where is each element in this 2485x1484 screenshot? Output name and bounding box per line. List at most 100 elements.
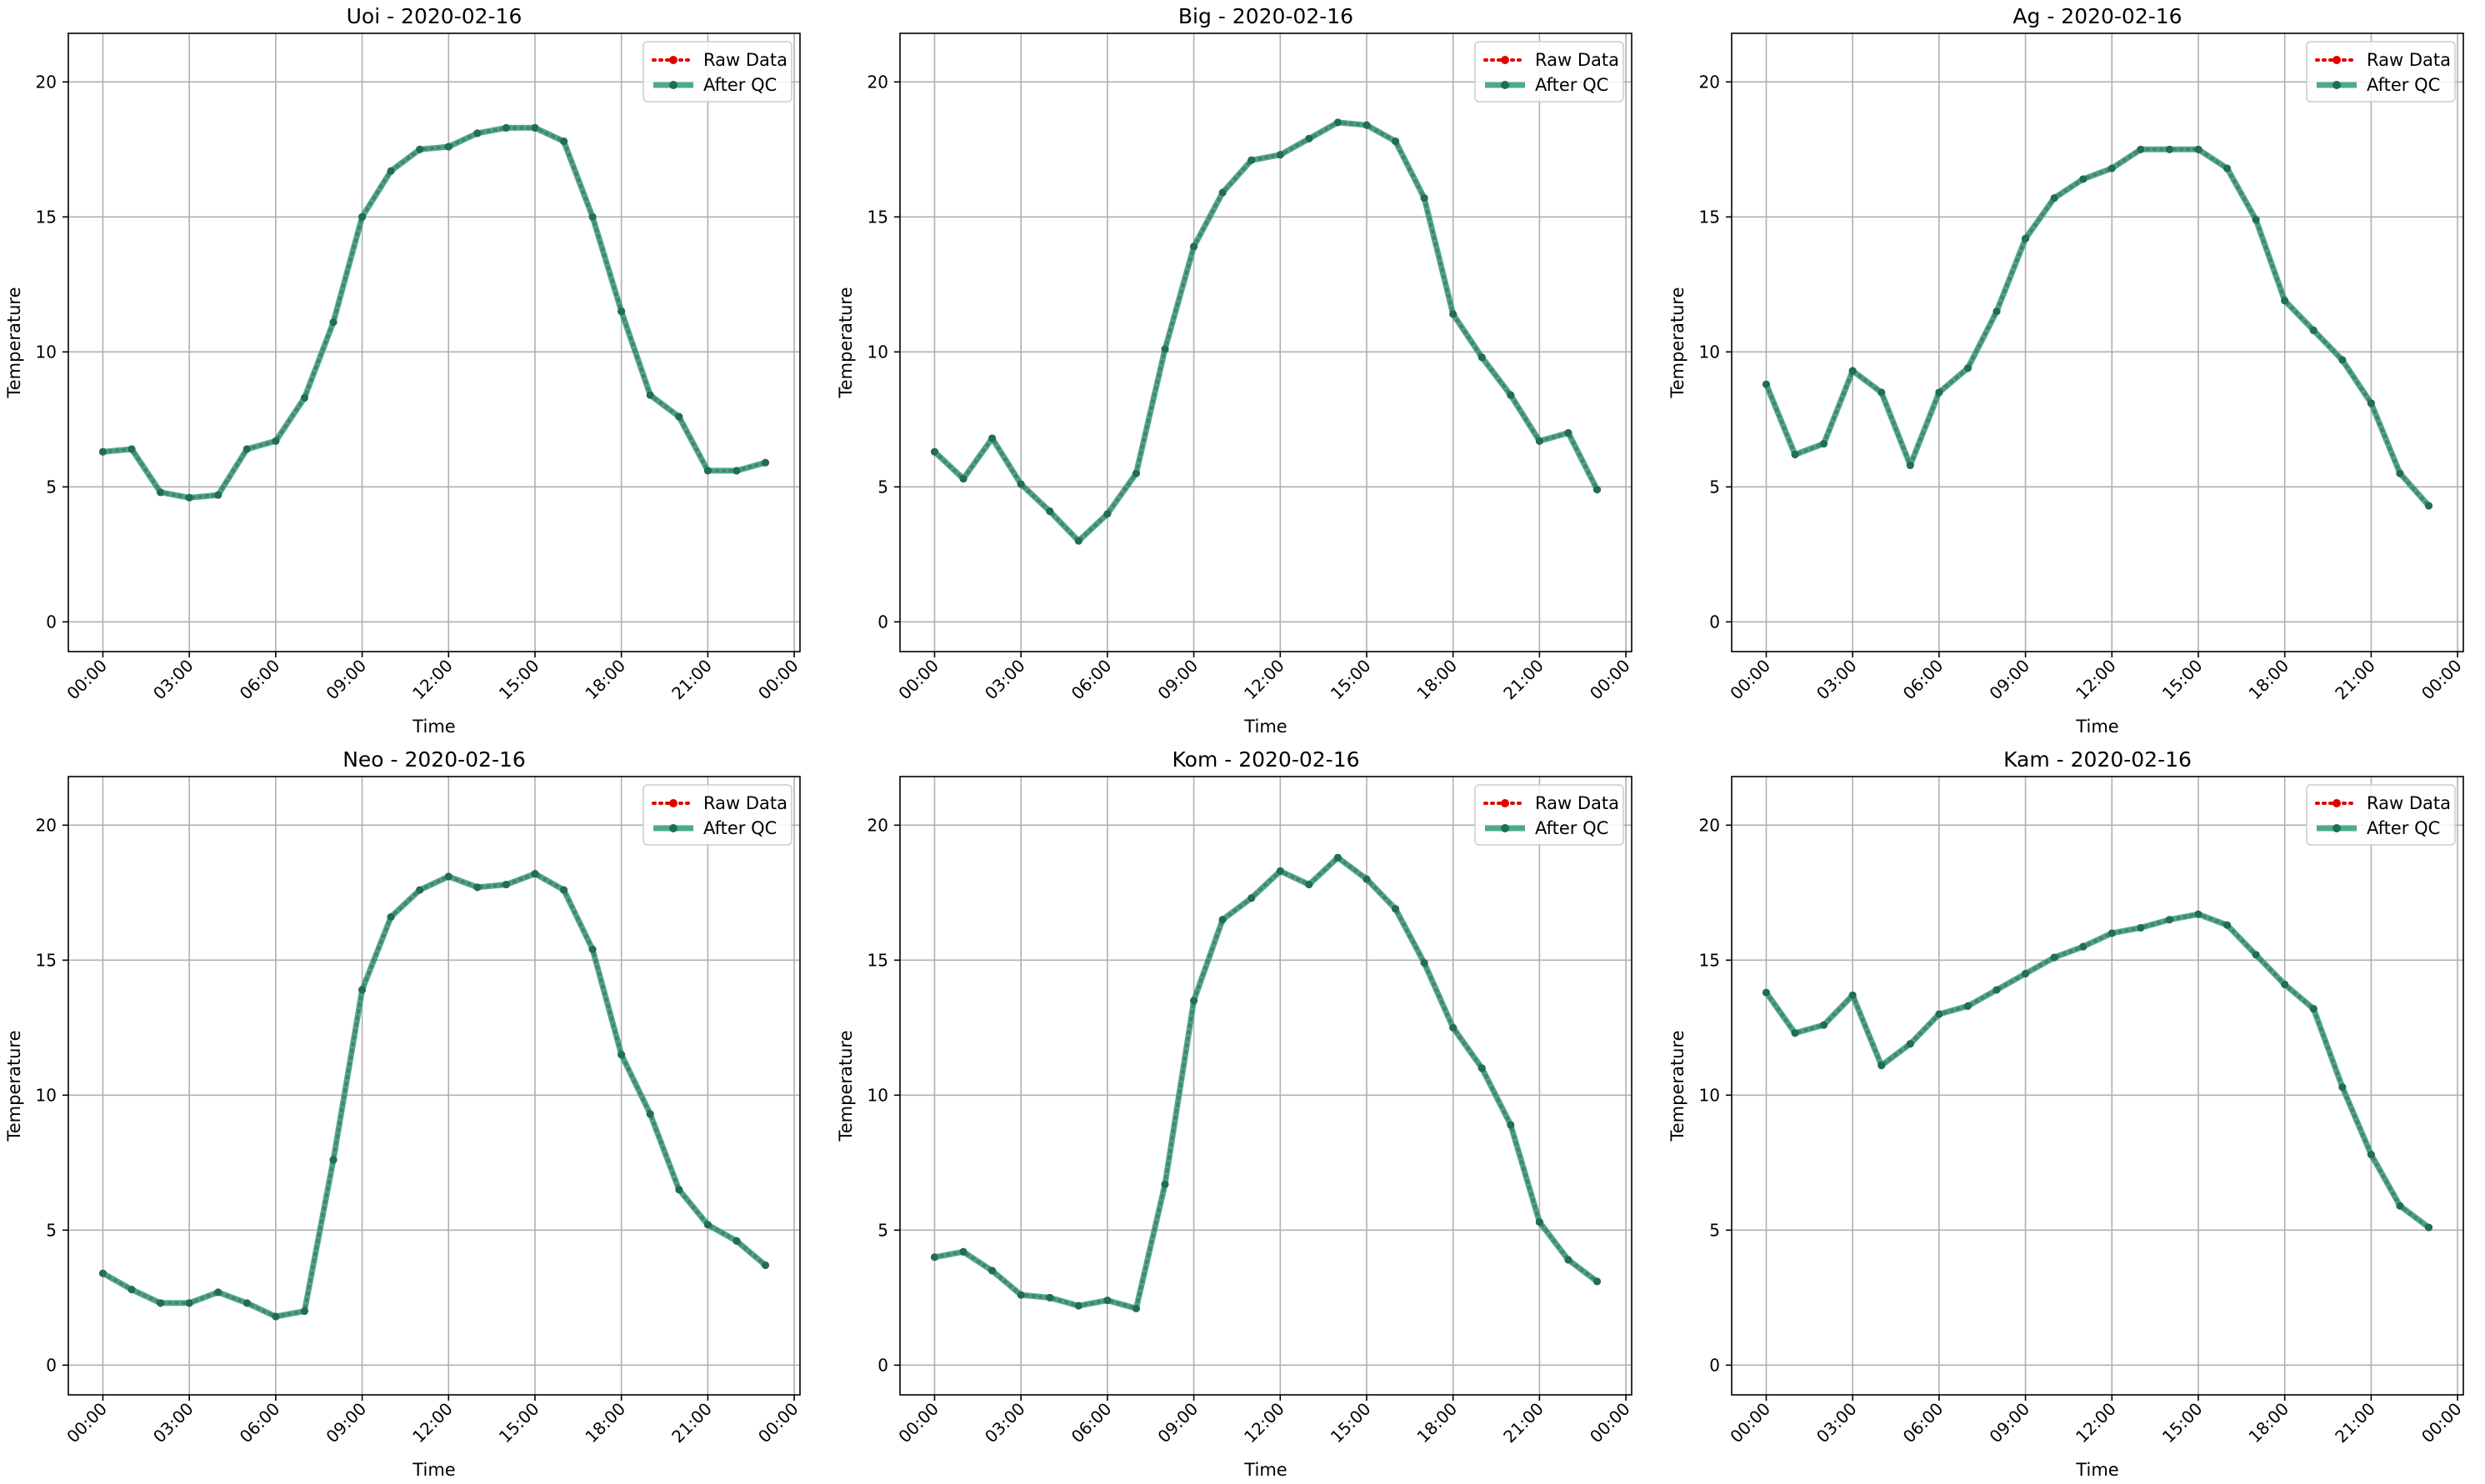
- legend-raw-marker: [2332, 799, 2341, 807]
- x-tick-label: 15:00: [495, 656, 543, 704]
- after-qc-point: [1362, 875, 1371, 883]
- chart-title: Uoi - 2020-02-16: [347, 4, 522, 28]
- after-qc-point: [675, 412, 683, 421]
- after-qc-point: [2281, 297, 2289, 305]
- after-qc-point: [1507, 1121, 1515, 1129]
- after-qc-point: [930, 447, 938, 456]
- legend-qc-label: After QC: [703, 818, 777, 838]
- y-tick-label: 20: [1699, 815, 1720, 835]
- after-qc-point: [2309, 326, 2318, 334]
- after-qc-point: [1132, 1304, 1140, 1312]
- x-axis-label: Time: [412, 1460, 455, 1480]
- y-tick-label: 10: [36, 1085, 57, 1105]
- after-qc-point: [959, 1247, 968, 1256]
- raw-data-line: [1764, 912, 2431, 1230]
- x-tick-label: 21:00: [1499, 1399, 1548, 1447]
- x-tick-label: 12:00: [408, 1399, 457, 1447]
- after-qc-point: [1017, 480, 1025, 488]
- x-tick-label: 06:00: [1068, 1399, 1116, 1447]
- after-qc-point: [185, 493, 193, 502]
- x-tick-label: 06:00: [1068, 656, 1116, 704]
- legend-qc-label: After QC: [1535, 818, 1608, 838]
- x-tick-label: 00:00: [1586, 656, 1634, 704]
- x-tick-label: 09:00: [1985, 1399, 2033, 1447]
- after-qc-point: [1046, 507, 1054, 516]
- axes-frame: [68, 776, 801, 1396]
- legend-qc-label: After QC: [2367, 818, 2440, 838]
- after-qc-point: [358, 986, 367, 994]
- after-qc-point: [1276, 151, 1284, 159]
- after-qc-point: [214, 491, 222, 499]
- after-qc-line: [933, 854, 1599, 1312]
- after-qc-point: [2396, 1202, 2404, 1210]
- after-qc-point: [2223, 921, 2232, 929]
- after-qc-point: [1791, 1029, 1799, 1037]
- after-qc-point: [2252, 951, 2260, 959]
- after-qc-point: [2338, 1083, 2347, 1092]
- y-tick-label: 15: [868, 950, 888, 970]
- axes-frame: [68, 32, 801, 652]
- after-qc-point: [1992, 986, 2001, 994]
- after-qc-point: [502, 123, 510, 132]
- after-qc-point: [646, 1110, 654, 1118]
- legend-qc-marker: [2332, 824, 2341, 832]
- after-qc-point: [560, 137, 568, 146]
- x-tick-label: 21:00: [668, 656, 716, 704]
- y-tick-label: 0: [878, 612, 888, 632]
- after-qc-point: [1248, 156, 1256, 164]
- after-qc-point: [2309, 1005, 2318, 1013]
- after-qc-point: [988, 434, 997, 442]
- after-qc-point: [1535, 437, 1543, 445]
- after-qc-point: [1362, 121, 1371, 129]
- x-tick-label: 09:00: [322, 1399, 370, 1447]
- after-qc-point: [2367, 1151, 2375, 1159]
- x-tick-label: 00:00: [754, 656, 802, 704]
- legend-raw-label: Raw Data: [2367, 50, 2451, 70]
- after-qc-point: [1848, 991, 1857, 999]
- after-qc-point: [1848, 367, 1857, 375]
- after-qc-point: [762, 1261, 770, 1269]
- after-qc-point: [300, 393, 308, 402]
- after-qc-point: [988, 1267, 997, 1275]
- after-qc-point: [128, 445, 136, 453]
- x-tick-label: 06:00: [236, 1399, 284, 1447]
- legend-raw-marker: [1501, 799, 1509, 807]
- x-tick-label: 06:00: [236, 656, 284, 704]
- legend: Raw Data After QC: [1474, 784, 1624, 846]
- y-tick-label: 20: [36, 72, 57, 92]
- x-tick-label: 15:00: [2158, 1399, 2207, 1447]
- after-qc-point: [1992, 307, 2001, 316]
- after-qc-point: [1963, 1002, 1972, 1010]
- x-tick-label: 12:00: [1240, 656, 1288, 704]
- x-tick-label: 21:00: [668, 1399, 716, 1447]
- after-qc-point: [416, 145, 424, 153]
- chart-panel-6: 0 5 10 15 20 00:00 03:00 06:00 09:00 12:00 15:00 18…: [1668, 747, 2466, 1480]
- raw-data-line: [932, 855, 1599, 1311]
- after-qc-point: [1507, 391, 1515, 399]
- x-tick-label: 03:00: [981, 656, 1029, 704]
- y-tick-label: 0: [46, 612, 57, 632]
- x-tick-label: 00:00: [62, 656, 111, 704]
- after-qc-line: [101, 871, 768, 1320]
- y-axis-label: Temperature: [836, 1030, 856, 1142]
- x-tick-label: 18:00: [1412, 1399, 1461, 1447]
- after-qc-point: [1906, 1040, 1914, 1048]
- legend-qc-marker: [2332, 81, 2341, 89]
- x-tick-label: 09:00: [1985, 656, 2033, 704]
- x-tick-label: 00:00: [1726, 656, 1774, 704]
- y-tick-label: 15: [36, 950, 57, 970]
- chart-title: Kom - 2020-02-16: [1172, 747, 1360, 772]
- x-tick-label: 15:00: [1327, 656, 1375, 704]
- y-tick-label: 0: [1709, 612, 1720, 632]
- legend-raw-marker: [669, 56, 678, 64]
- chart-panel-4: 0 5 10 15 20 00:00 03:00 06:00 09:00 12:00 15:00 18…: [4, 747, 802, 1480]
- x-tick-label: 03:00: [149, 1399, 198, 1447]
- after-qc-point: [560, 886, 568, 894]
- after-qc-point: [762, 458, 770, 467]
- legend-raw-label: Raw Data: [703, 50, 788, 70]
- x-tick-label: 18:00: [2244, 656, 2292, 704]
- chart-title: Neo - 2020-02-16: [342, 747, 526, 772]
- after-qc-point: [329, 1156, 338, 1164]
- y-axis-label: Temperature: [4, 287, 24, 398]
- y-axis-label: Temperature: [836, 287, 856, 398]
